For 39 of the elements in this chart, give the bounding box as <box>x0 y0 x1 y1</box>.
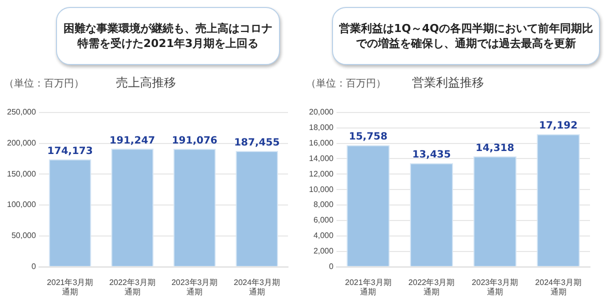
y-tick-label: 10,000 <box>309 184 334 194</box>
data-label: 15,758 <box>348 132 388 143</box>
y-axis-title: （単位：百万円） <box>306 78 386 90</box>
chart-title: 売上高推移 <box>116 76 176 90</box>
data-label: 13,435 <box>412 150 451 161</box>
x-tick-label: 2024年3月期通期 <box>234 278 280 296</box>
y-tick-label: 8,000 <box>313 200 334 210</box>
y-tick-label: 20,000 <box>309 108 334 117</box>
y-tick-label: 14,000 <box>309 154 334 163</box>
y-tick-label: 0 <box>329 262 334 272</box>
y-tick-label: 0 <box>31 262 36 272</box>
text: 困難な事業環境が継続も、売上高はコロナ特需を受けた2021年3月期を上回る <box>56 7 280 65</box>
data-label: 174,173 <box>47 146 93 157</box>
y-tick-label: 250,000 <box>6 108 36 117</box>
y-tick-label: 100,000 <box>6 200 36 210</box>
y-axis-title: （単位：百万円） <box>4 78 84 90</box>
y-tick-label: 4,000 <box>313 231 334 240</box>
data-label: 14,318 <box>476 142 514 154</box>
y-tick-label: 16,000 <box>309 138 334 148</box>
y-tick-label: 200,000 <box>6 138 36 148</box>
chart-title: 営業利益推移 <box>412 76 484 90</box>
x-tick-label: 2021年3月期通期 <box>46 278 94 296</box>
text: 営業利益は1Q～4Qの各四半期において前年同期比での増益を確保し、通期では過去最高を更新 <box>332 7 600 65</box>
y-tick-label: 150,000 <box>6 169 36 178</box>
x-tick-label: 2023年3月期通期 <box>171 278 218 296</box>
x-tick-label: 2023年3月期通期 <box>472 278 518 296</box>
data-label: 187,455 <box>234 138 280 149</box>
y-tick-label: 6,000 <box>313 216 334 225</box>
y-tick-label: 2,000 <box>313 246 334 256</box>
data-label: 191,076 <box>172 135 218 146</box>
y-tick-label: 50,000 <box>11 231 36 240</box>
x-tick-label: 2022年3月期通期 <box>109 278 156 296</box>
y-tick-label: 12,000 <box>309 169 334 178</box>
y-tick-label: 18,000 <box>309 123 334 132</box>
data-label: 191,247 <box>110 135 156 146</box>
data-label: 17,192 <box>539 120 578 132</box>
x-tick-label: 2021年3月期通期 <box>345 278 392 296</box>
x-tick-label: 2024年3月期通期 <box>535 278 582 296</box>
x-tick-label: 2022年3月期通期 <box>408 278 455 296</box>
